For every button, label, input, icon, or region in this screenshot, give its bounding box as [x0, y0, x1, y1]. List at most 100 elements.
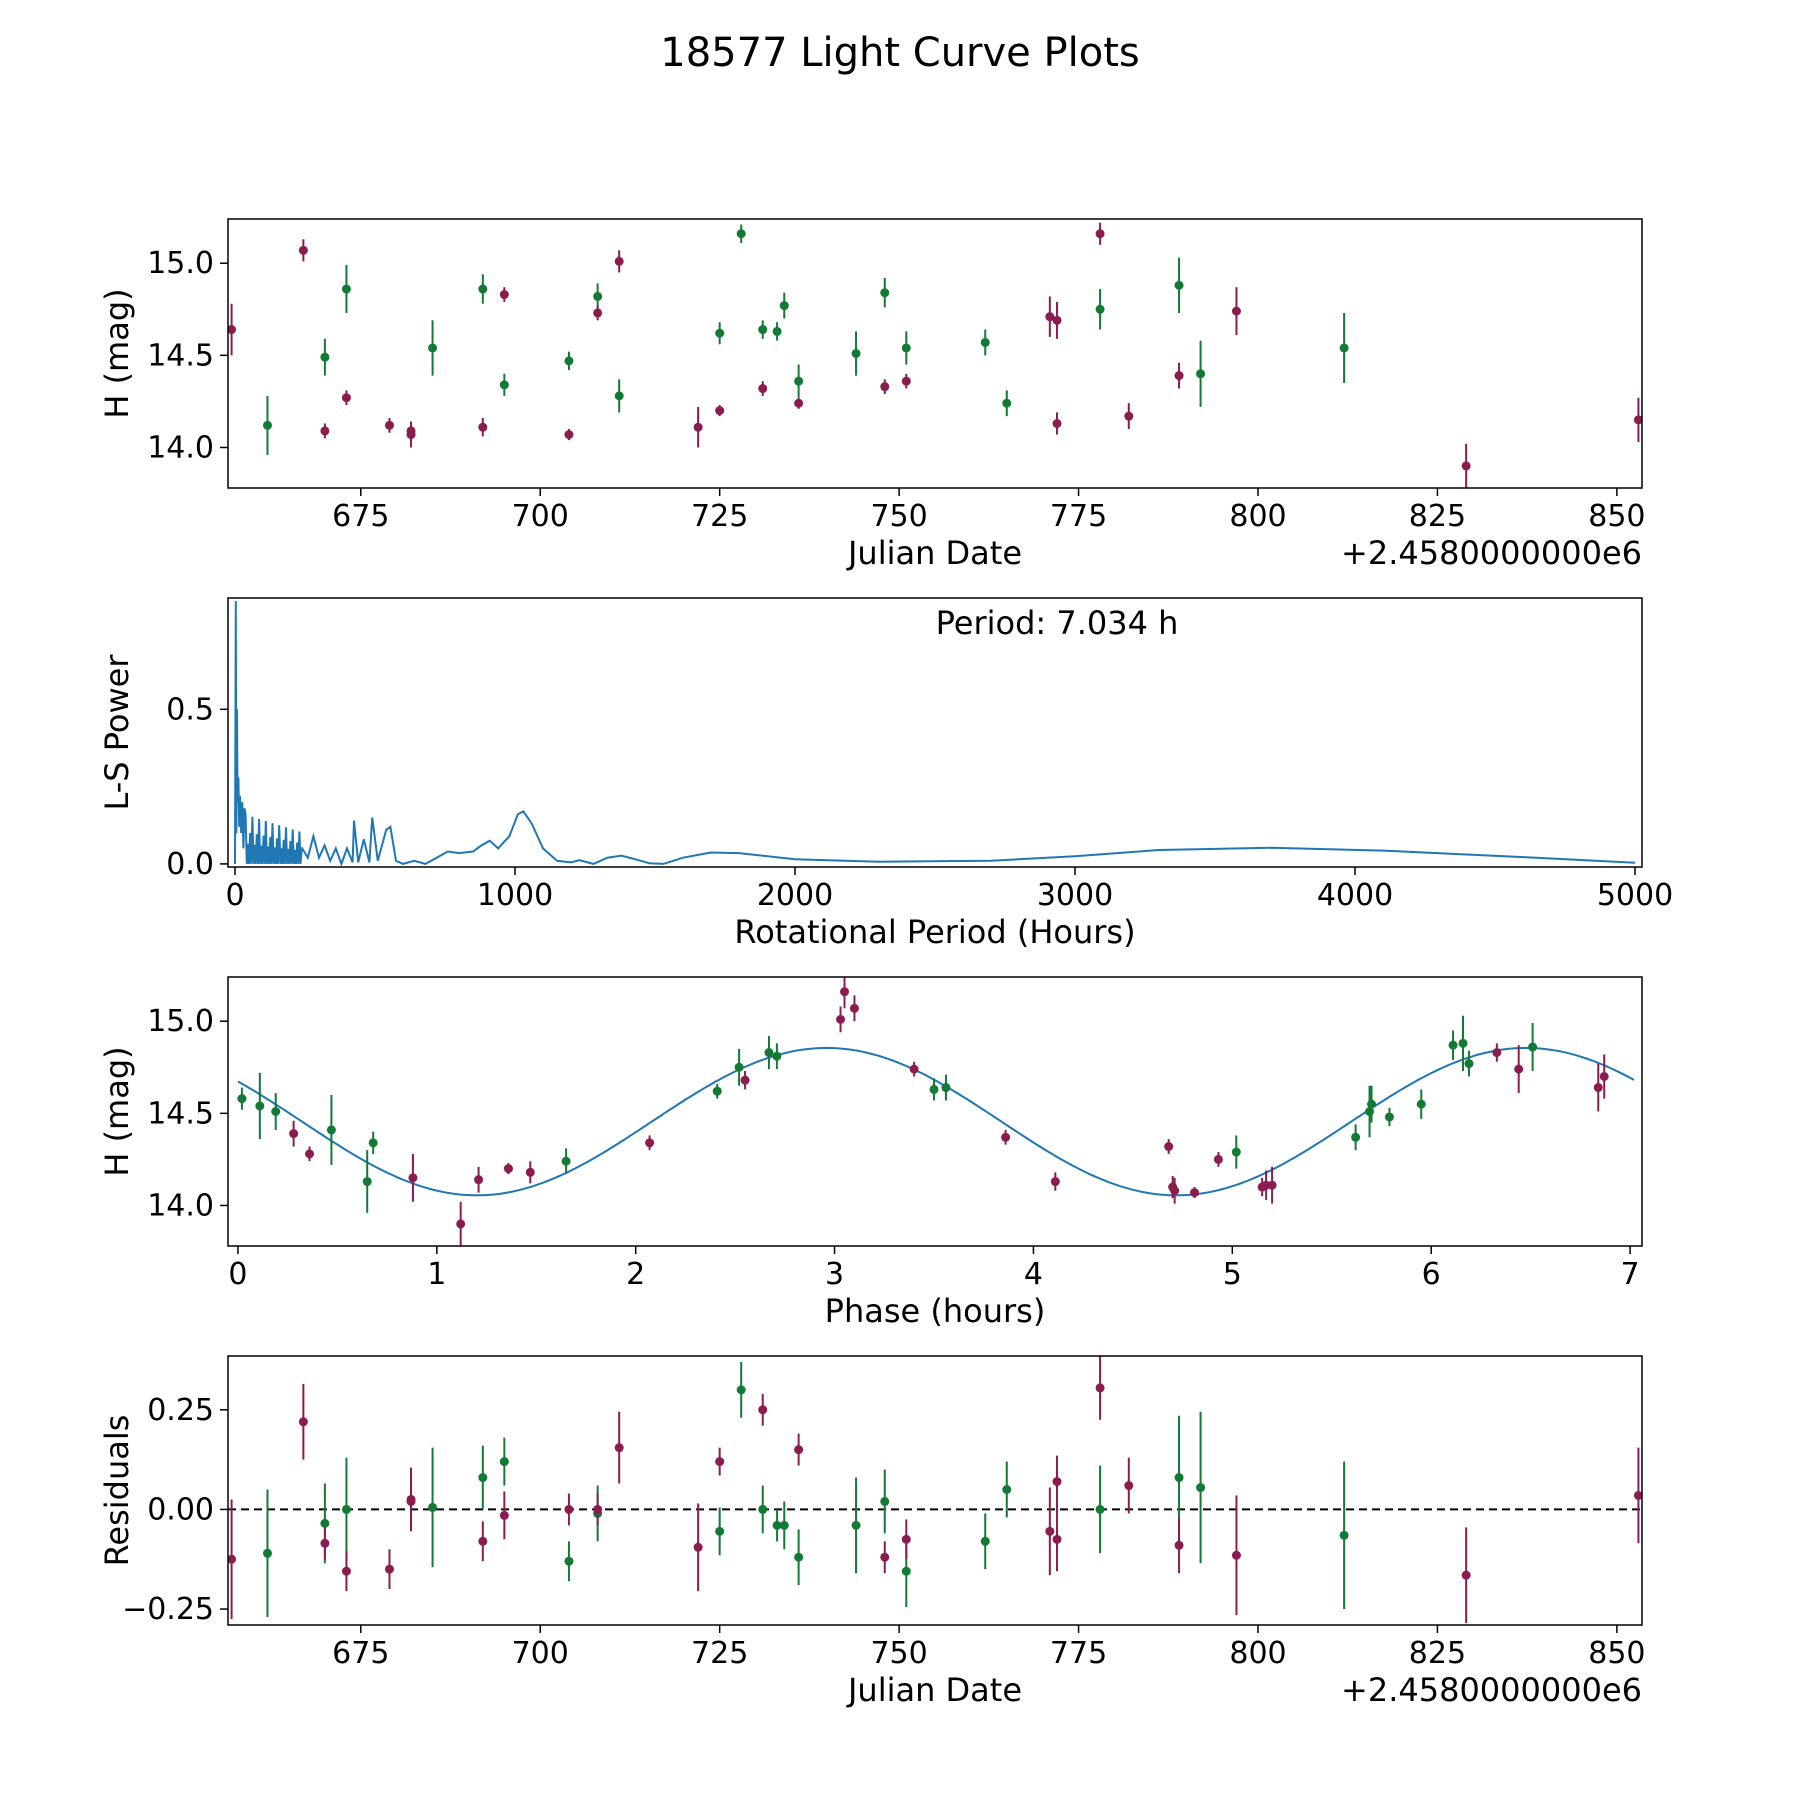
data-point [1231, 1147, 1241, 1157]
data-point [1461, 461, 1471, 471]
data-point [564, 430, 574, 440]
x-tick-label: 825 [1409, 499, 1466, 534]
data-point [715, 1526, 725, 1536]
data-point [1052, 1534, 1062, 1544]
x-offset-label: +2.4580000000e6 [1341, 534, 1642, 572]
data-point [1174, 280, 1184, 290]
series-green [237, 1015, 1538, 1213]
data-point [1633, 415, 1642, 425]
series-red [228, 1356, 1642, 1624]
data-point [772, 1051, 782, 1061]
x-tick-label: 0 [225, 878, 244, 913]
data-point [478, 1536, 488, 1546]
data-point [1174, 1540, 1184, 1550]
data-point [478, 284, 488, 294]
data-point [237, 1094, 247, 1104]
data-point [772, 1520, 782, 1530]
y-tick-label: −0.25 [122, 1592, 214, 1627]
periodogram-line [234, 601, 1636, 867]
axes-frame [227, 218, 1643, 489]
data-point [1190, 1188, 1200, 1198]
data-point [474, 1175, 484, 1185]
y-tick-label: 0.5 [166, 692, 214, 727]
data-point [408, 1173, 418, 1183]
data-point [320, 1538, 330, 1548]
x-tick-label: 7 [1621, 1257, 1640, 1292]
data-point [1170, 1186, 1180, 1196]
data-point [715, 406, 725, 416]
data-point [901, 1566, 911, 1576]
axes-frame [227, 976, 1643, 1247]
x-tick-label: 800 [1229, 1636, 1286, 1671]
data-point [228, 325, 237, 335]
data-point [715, 1457, 725, 1467]
x-axis-label: Phase (hours) [825, 1292, 1046, 1330]
data-point [794, 376, 804, 386]
data-point [1464, 1059, 1474, 1069]
subplot-phased: 0 1 2 3 4 5 6 7 14.0 14.5 15.0 Phase (hours) H (mag) [98, 976, 1643, 1330]
data-point [341, 1504, 351, 1514]
data-layer [228, 222, 1642, 488]
data-point [362, 1177, 372, 1187]
data-point [341, 284, 351, 294]
x-tick-label: 0 [228, 1257, 247, 1292]
y-axis-label: H (mag) [98, 288, 136, 418]
data-point [901, 343, 911, 353]
data-point [1050, 1177, 1060, 1187]
data-point [320, 1518, 330, 1528]
subplot-periodogram: 0 1000 2000 3000 4000 5000 0.0 0.5 Rotational Pe… [98, 597, 1673, 951]
data-point [794, 398, 804, 408]
data-point [1095, 1383, 1105, 1393]
data-point [564, 1556, 574, 1566]
x-tick-label: 725 [691, 1636, 748, 1671]
x-axis-label: Julian Date [846, 1671, 1022, 1709]
series-green [262, 224, 1349, 455]
data-point [561, 1156, 571, 1166]
y-tick-label: 15.0 [147, 1004, 214, 1039]
data-point [1633, 1490, 1642, 1500]
data-point [1164, 1142, 1174, 1152]
x-tick-label: 6 [1422, 1257, 1441, 1292]
data-point [645, 1138, 655, 1148]
data-point [1458, 1038, 1468, 1048]
model-curve [237, 1046, 1635, 1197]
x-axis-label: Rotational Period (Hours) [734, 913, 1135, 951]
data-point [851, 349, 861, 358]
y-tick-label: 0.0 [166, 847, 214, 882]
data-point [880, 382, 890, 392]
data-point [1231, 1550, 1241, 1560]
x-tick-label: 1 [427, 1257, 446, 1292]
data-point [779, 301, 789, 311]
data-point [712, 1086, 722, 1096]
x-tick-label: 2000 [757, 878, 833, 913]
data-point [693, 1542, 703, 1552]
data-point [1174, 371, 1184, 381]
data-point [849, 1003, 859, 1013]
x-tick-label: 3 [825, 1257, 844, 1292]
y-tick-label: 14.5 [147, 338, 214, 373]
data-point [428, 343, 438, 353]
data-point [794, 1552, 804, 1562]
x-tick-label: 750 [870, 1636, 927, 1671]
x-tick-label: 3000 [1037, 878, 1113, 913]
x-offset-label: +2.4580000000e6 [1341, 1671, 1642, 1709]
data-point [228, 1554, 237, 1564]
data-point [271, 1107, 281, 1116]
data-point [262, 1548, 272, 1558]
data-point [428, 1502, 438, 1512]
data-point [1124, 411, 1134, 421]
data-point [693, 422, 703, 432]
x-tick-label: 725 [691, 499, 748, 534]
data-point [740, 1075, 750, 1085]
data-point [1045, 312, 1055, 322]
data-point [1124, 1481, 1134, 1491]
x-tick-label: 775 [1050, 499, 1107, 534]
data-point [593, 291, 603, 301]
y-axis-label: H (mag) [98, 1046, 136, 1176]
data-point [1593, 1083, 1603, 1093]
data-point [1213, 1154, 1223, 1164]
data-point [1492, 1048, 1502, 1058]
data-layer [237, 977, 1635, 1246]
data-point [341, 1566, 351, 1576]
data-point [980, 1536, 990, 1546]
